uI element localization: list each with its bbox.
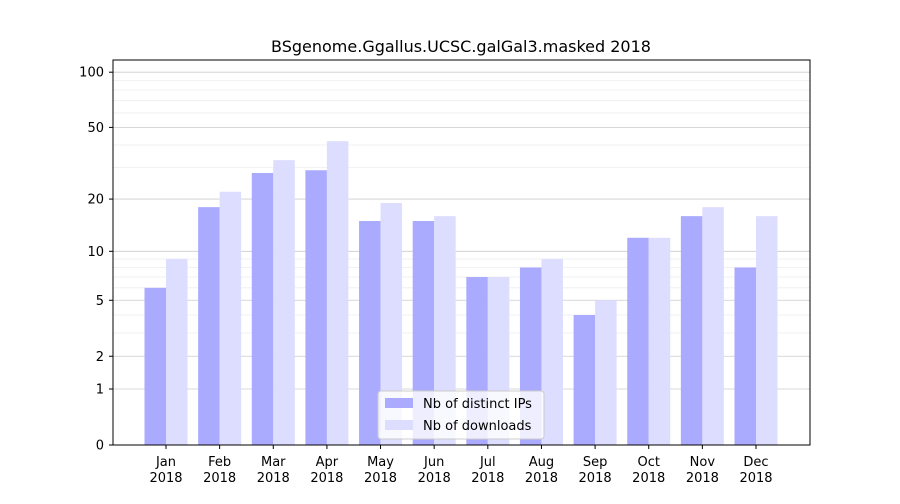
y-tick-label: 1 [96, 383, 104, 398]
bar-ips [359, 221, 381, 445]
y-tick-label: 100 [79, 66, 104, 81]
bar-ips [251, 172, 274, 446]
x-tick-label: 2018 [149, 471, 182, 486]
bar-downloads [219, 191, 242, 445]
x-tick-label: Jun [423, 455, 444, 470]
x-tick-label: 2018 [203, 471, 236, 486]
y-tick-label: 5 [96, 294, 104, 309]
legend-box [377, 390, 545, 440]
x-tick-label: May [367, 455, 394, 470]
chart-title: BSgenome.Ggallus.UCSC.galGal3.masked 201… [271, 37, 651, 56]
bar-ips [734, 267, 756, 445]
bar-ips [412, 221, 435, 445]
legend: Nb of distinct IPs Nb of downloads [377, 390, 545, 440]
x-tick-label: Aug [529, 455, 554, 470]
plot-frame [112, 59, 811, 446]
bar-downloads [166, 259, 188, 445]
x-tick-label: Mar [261, 455, 286, 470]
bar-downloads [434, 216, 456, 445]
y-tick-label: 0 [96, 439, 104, 454]
bar-downloads [380, 203, 403, 445]
x-tick-label: Jul [479, 455, 496, 470]
x-tick-label: 2018 [257, 471, 290, 486]
x-tick-label: 2018 [364, 471, 397, 486]
bar-downloads [648, 237, 671, 445]
y-tick-label: 10 [87, 245, 104, 260]
x-tick-label: Oct [637, 455, 659, 470]
x-tick-label: 2018 [739, 471, 772, 486]
bar-ips [573, 314, 596, 445]
x-tick-label: 2018 [310, 471, 343, 486]
bar-downloads [541, 259, 563, 445]
x-tick-label: Jan [155, 455, 176, 470]
bar-ips [305, 170, 327, 446]
legend-label-ips: Nb of distinct IPs [423, 397, 532, 412]
x-tick-label: 2018 [579, 471, 612, 486]
legend-swatch-ips [385, 398, 413, 408]
x-tick-label: Dec [743, 455, 768, 470]
x-tick-label: Feb [208, 455, 231, 470]
bar-downloads [273, 160, 295, 445]
y-tick-label: 50 [87, 121, 104, 136]
x-tick-label: 2018 [418, 471, 451, 486]
bar-ips [198, 207, 220, 445]
bar-ips [144, 287, 166, 445]
bar-downloads [326, 141, 349, 445]
y-tick-label: 2 [96, 350, 104, 365]
bar-downloads [702, 207, 724, 445]
bar-downloads [595, 300, 617, 445]
bar-ips [627, 237, 649, 445]
legend-label-downloads: Nb of downloads [423, 419, 532, 434]
x-tick-label: 2018 [471, 471, 504, 486]
x-tick-label: Nov [690, 455, 716, 470]
x-tick-label: 2018 [632, 471, 665, 486]
x-tick-label: 2018 [686, 471, 719, 486]
x-tick-label: Sep [583, 455, 608, 470]
x-tick-label: 2018 [525, 471, 558, 486]
x-tick-label: Apr [316, 455, 339, 470]
y-tick-label: 20 [87, 193, 104, 208]
bar-ips [680, 216, 703, 445]
bar-downloads [756, 216, 778, 445]
legend-swatch-downloads [385, 420, 413, 430]
